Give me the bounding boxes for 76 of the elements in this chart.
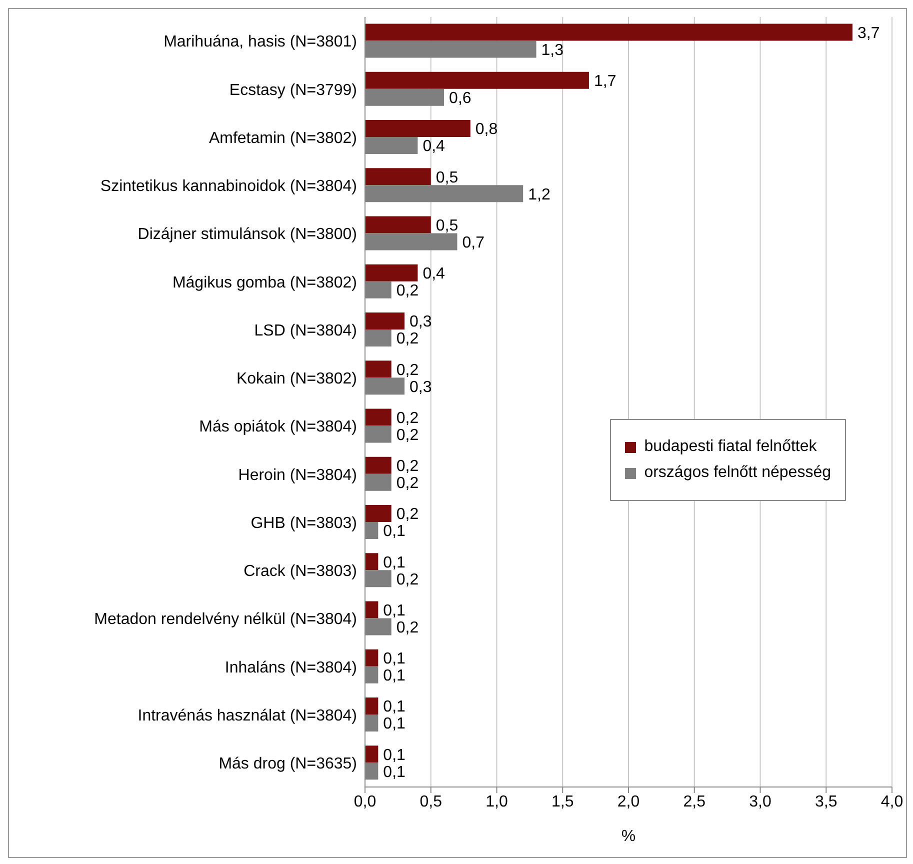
y-tick-label: Kokain (N=3802) [236,370,357,388]
y-tick-label: Mágikus gomba (N=3802) [172,274,357,292]
x-tick-label: 1,0 [486,793,508,810]
data-label: 1,2 [528,186,550,204]
y-tick-label: Szintetikus kannabinoidok (N=3804) [100,178,357,196]
data-label: 0,4 [422,266,446,283]
data-label: 0,2 [396,475,419,492]
data-label: 0,1 [383,523,406,540]
x-tick-label: 4,0 [880,793,904,810]
data-label: 0,1 [383,746,406,764]
bar [365,697,378,714]
data-label: 0,1 [383,602,406,620]
y-tick-label: Amfetamin (N=3802) [208,130,357,147]
y-tick-label: LSD (N=3804) [254,322,357,340]
bar [365,504,392,522]
data-label: 0,4 [422,138,446,156]
data-label: 0,2 [396,619,419,636]
bar [365,746,378,763]
data-label: 0,1 [383,698,406,716]
bar [365,312,405,330]
data-label: 0,3 [410,378,432,396]
data-label: 0,1 [383,764,406,781]
data-label: 0,8 [475,121,498,138]
data-label: 0,1 [383,554,406,572]
y-tick-label: Metadon rendelvény nélkül (N=3804) [94,611,357,628]
data-label: 0,5 [436,169,458,186]
data-label: 0,2 [396,506,419,524]
bar [365,649,378,666]
data-label: 0,7 [462,234,485,252]
y-tick-label: Dizájner stimulánsok (N=3800) [138,226,357,244]
y-tick-label: Más opiátok (N=3804) [199,418,357,436]
data-label: 3,7 [857,24,880,42]
data-label: 0,2 [396,362,419,379]
data-label: 0,2 [396,330,419,348]
bar [365,264,418,282]
bar [365,120,470,137]
data-label: 0,2 [396,458,419,476]
data-label: 0,1 [383,668,406,685]
x-tick-label: 3,0 [749,793,772,810]
data-label: 0,1 [383,716,406,733]
bar [365,360,392,378]
data-label: 0,2 [396,426,419,444]
bar [365,553,378,570]
legend-label: budapesti fiatal felnőttek [644,438,817,456]
data-label: 0,3 [410,314,432,331]
bar [365,216,431,234]
bar [365,168,431,186]
data-label: 1,3 [541,42,564,59]
y-tick-label: Inhaláns (N=3804) [224,659,357,676]
x-tick-label: 0,0 [354,793,376,810]
x-tick-label: 0,5 [420,793,442,810]
data-label: 0,1 [383,650,406,668]
data-label: 0,2 [396,571,419,588]
bar [365,601,378,618]
x-tick-label: 3,5 [815,793,838,810]
x-axis-title: % [621,828,636,845]
y-tick-label: Intravénás használat (N=3804) [138,707,357,724]
legend-label: országos felnőtt népesség [644,464,831,482]
bar [365,72,589,89]
data-label: 0,5 [436,217,458,234]
bar [365,24,852,41]
y-tick-label: Heroin (N=3804) [238,466,357,484]
bar [365,456,392,474]
y-tick-label: Ecstasy (N=3799) [229,82,357,99]
data-label: 0,6 [449,90,472,108]
data-label: 0,2 [396,410,419,427]
y-tick-label: Marihuána, hasis (N=3801) [164,34,357,51]
data-label: 0,2 [396,282,419,300]
y-tick-label: Más drog (N=3635) [218,756,357,773]
x-tick-label: 2,5 [683,793,706,810]
y-tick-label: Crack (N=3803) [244,563,357,580]
x-tick-label: 2,0 [617,793,640,810]
x-tick-label: 1,5 [552,793,574,810]
y-tick-label: GHB (N=3803) [250,514,357,532]
bar [365,408,392,426]
data-label: 1,7 [594,73,616,90]
